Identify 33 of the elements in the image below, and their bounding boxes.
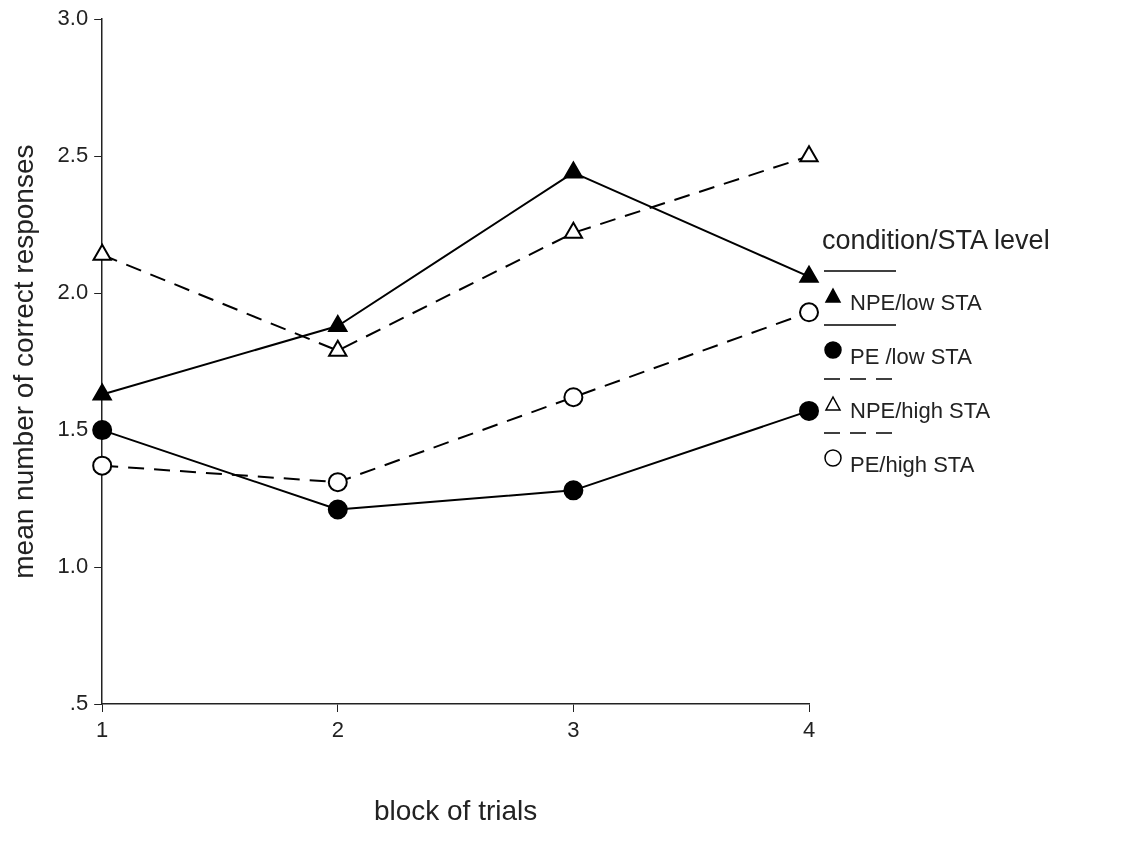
x-axis-title: block of trials — [373, 794, 538, 826]
y-tick-label: 1.0 — [57, 553, 89, 579]
legend-label: NPE/high STA — [850, 398, 991, 424]
point — [563, 480, 584, 501]
legend-label: PE /low STA — [850, 344, 972, 370]
legend-title: condition/STA level — [822, 225, 1050, 256]
point — [328, 339, 348, 357]
x-tick-label: 4 — [802, 717, 816, 743]
point — [327, 472, 348, 493]
y-tick-label: 3.0 — [57, 5, 89, 31]
point — [92, 455, 113, 476]
point — [799, 265, 819, 283]
point — [799, 145, 819, 163]
point — [328, 314, 348, 332]
point — [799, 302, 819, 323]
y-tick-label: 2.5 — [57, 142, 89, 168]
x-tick-label: 1 — [96, 717, 109, 743]
point — [563, 221, 584, 239]
legend-label: NPE/low STA — [850, 290, 982, 316]
point — [92, 383, 112, 401]
legend-label: PE/high STA — [850, 452, 975, 478]
x-tick-label: 2 — [331, 717, 344, 743]
point — [92, 420, 113, 441]
y-axis-title: mean number of correct responses — [7, 144, 39, 579]
point — [563, 387, 584, 408]
point — [563, 161, 584, 179]
x-tick-label: 3 — [567, 717, 580, 743]
point — [327, 499, 348, 520]
y-tick-label: 2.0 — [57, 279, 89, 305]
y-tick-label: .5 — [69, 690, 89, 716]
y-tick-label: 1.5 — [57, 416, 89, 442]
point — [799, 400, 819, 421]
point — [92, 243, 112, 261]
